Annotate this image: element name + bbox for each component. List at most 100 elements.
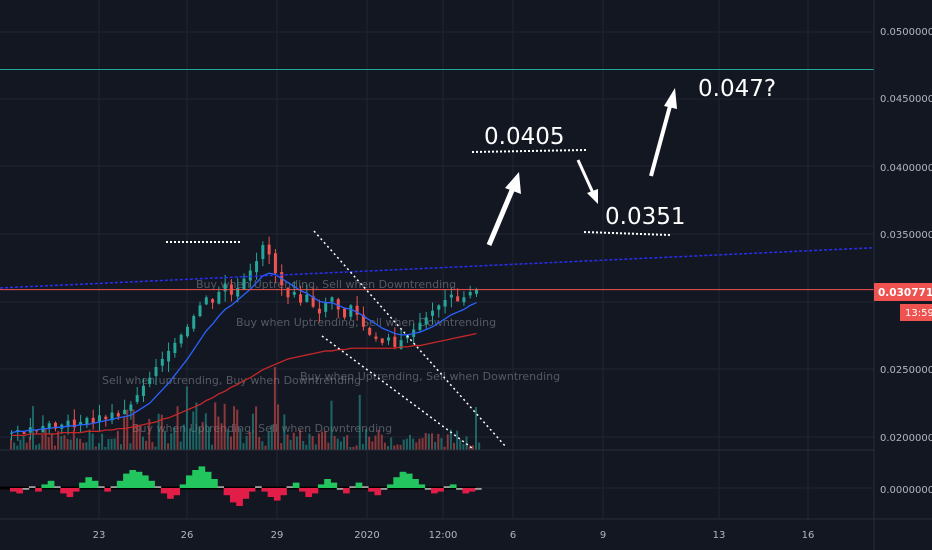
grid — [0, 0, 874, 519]
volume-bar — [204, 413, 207, 450]
volume-bar — [346, 435, 349, 450]
oscillator-bar — [462, 488, 470, 494]
volume-bar — [321, 431, 324, 450]
volume-bar — [19, 439, 22, 450]
volume-bar — [50, 433, 53, 450]
oscillator-bar — [53, 486, 61, 488]
oscillator-bar — [148, 480, 155, 488]
volume-bar — [101, 433, 104, 450]
oscillator-bar — [261, 488, 269, 492]
volume-bar — [377, 429, 380, 450]
arrow-down-icon[interactable] — [576, 159, 598, 204]
volume-bar — [302, 440, 305, 450]
x-tick: 16 — [802, 530, 815, 541]
channel-line-upper[interactable] — [313, 230, 507, 448]
oscillator-bar — [236, 488, 243, 506]
volume-bar — [25, 442, 28, 450]
volume-bar — [119, 444, 122, 450]
oscillator-bar — [47, 480, 55, 488]
candle-body — [248, 270, 252, 281]
candle-body — [198, 305, 202, 317]
candle-body — [179, 334, 183, 344]
blue-trendline[interactable] — [0, 246, 875, 289]
oscillator-bar — [91, 480, 99, 488]
volume-bar — [286, 434, 289, 450]
candle-body — [424, 317, 428, 325]
candle-body — [324, 302, 328, 312]
volume-bar — [66, 438, 69, 450]
oscillator-bar — [330, 482, 338, 488]
volume-bar — [141, 436, 144, 450]
volume-bar — [327, 442, 330, 450]
volume-bar — [242, 443, 245, 450]
volume-bar — [148, 418, 151, 450]
candle-body — [317, 308, 321, 314]
volume-bar — [245, 435, 248, 450]
volume-bar — [475, 406, 477, 450]
volume-bar — [468, 445, 471, 450]
arrow-up-icon[interactable] — [486, 172, 521, 246]
oscillator-bar — [204, 471, 212, 488]
candle-body — [47, 423, 51, 429]
volume-bar — [63, 435, 66, 450]
volume-bar — [314, 444, 317, 450]
overlay-text: Buy when Uptrending, Sell when Downtrend… — [300, 370, 560, 383]
candle-body — [330, 297, 334, 302]
dotted-level-0405[interactable] — [471, 149, 587, 153]
candle-body — [343, 308, 347, 318]
annotation-target-1[interactable]: 0.0405 — [484, 124, 564, 150]
volume-bar — [365, 429, 368, 450]
volume-bar — [236, 409, 239, 450]
volume-bar — [79, 438, 82, 450]
annotation-target-2[interactable]: 0.0351 — [605, 204, 685, 230]
volume-bar — [38, 443, 41, 450]
oscillator-bar — [79, 482, 86, 488]
candle-body — [223, 283, 227, 292]
candle-body — [110, 412, 114, 421]
volume-bar — [427, 433, 430, 450]
volume-bar — [173, 427, 176, 450]
volume-bar — [258, 436, 261, 450]
volume-bar — [418, 438, 421, 450]
volume-bar — [226, 429, 229, 450]
volume-bar — [217, 416, 220, 450]
volume-bar — [107, 439, 110, 450]
annotation-target-3[interactable]: 0.047? — [698, 76, 776, 102]
oscillator-bar — [167, 488, 174, 499]
volume-bar — [179, 441, 182, 450]
candle-body — [129, 404, 133, 411]
oscillator-bar — [154, 486, 162, 488]
candle-body — [116, 413, 120, 417]
candle-body — [305, 294, 309, 302]
volume-bar — [31, 406, 34, 450]
volume-bar — [28, 436, 31, 450]
price-label-text: 0.03077155 — [878, 287, 932, 299]
oscillator-bar — [475, 488, 482, 490]
candle-body — [217, 291, 221, 304]
volume-bar — [229, 436, 232, 450]
volume-bar — [449, 429, 452, 450]
oscillator-bar — [135, 471, 143, 488]
volume-bar — [22, 435, 25, 450]
candle-body — [349, 305, 353, 317]
volume-bar — [72, 429, 75, 450]
candle-body — [418, 322, 422, 330]
volume-bar — [371, 441, 374, 450]
candle-body — [135, 395, 139, 402]
moving-averages — [11, 272, 477, 436]
volume-bar — [207, 427, 210, 450]
arrow-up-icon[interactable] — [649, 88, 677, 177]
volume-bar — [343, 436, 346, 450]
channel-line-lower[interactable] — [321, 335, 473, 449]
time-axis[interactable]: 23 26 29 2020 12:00 6 9 13 16 — [93, 530, 815, 541]
x-tick: 6 — [510, 530, 516, 541]
volume-bar — [233, 406, 236, 450]
volume-bar — [82, 442, 85, 450]
oscillator-bar — [22, 488, 30, 490]
oscillator-bar — [374, 488, 382, 496]
